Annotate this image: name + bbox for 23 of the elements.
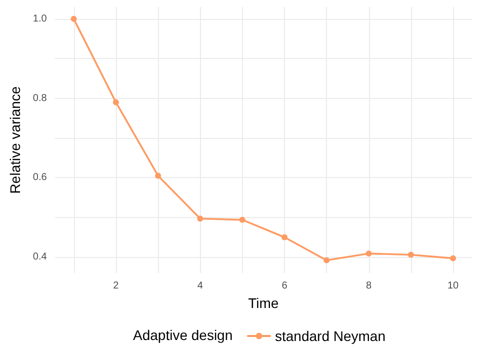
x-tick-label: 8	[366, 280, 372, 292]
y-tick-label: 1.0	[32, 13, 48, 24]
point	[366, 250, 372, 257]
x-tick-label: 10	[447, 280, 460, 292]
x-axis-title: Time	[248, 294, 279, 311]
legend-label: standard Neyman	[275, 328, 386, 344]
x-tick-label: 2	[113, 280, 120, 292]
y-tick-label: 0.4	[32, 252, 48, 263]
point	[281, 234, 288, 240]
y-axis-title: Relative variance	[7, 86, 23, 194]
point	[408, 252, 414, 258]
point	[197, 216, 204, 222]
point	[155, 172, 162, 179]
x-tick-label: 4	[197, 280, 204, 292]
y-tick-label: 0.6	[32, 172, 48, 184]
point	[70, 16, 77, 22]
y-tick-label: 0.8	[32, 92, 48, 104]
point	[450, 255, 456, 262]
point	[324, 257, 330, 264]
point	[112, 99, 119, 106]
legend-title: Adaptive design	[133, 327, 233, 343]
x-tick-label: 6	[282, 280, 288, 292]
point	[239, 216, 246, 223]
